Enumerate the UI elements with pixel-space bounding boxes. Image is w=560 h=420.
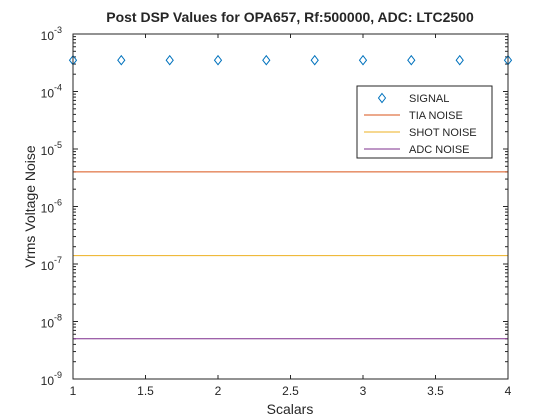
y-tick-label: 10 xyxy=(41,202,55,216)
y-tick-label: 10 xyxy=(41,144,55,158)
x-tick-label: 1 xyxy=(70,384,77,398)
x-tick-label: 2.5 xyxy=(282,384,299,398)
y-tick-label: 10 xyxy=(41,29,55,43)
y-tick-label: 10 xyxy=(41,87,55,101)
y-tick-label: 10 xyxy=(41,317,55,331)
x-tick-label: 3.5 xyxy=(427,384,444,398)
y-tick-label-exponent: -6 xyxy=(54,198,62,208)
y-tick-label-exponent: -9 xyxy=(54,370,62,380)
y-tick-label-exponent: -4 xyxy=(54,83,62,93)
y-axis-label: Vrms Voltage Noise xyxy=(22,145,38,268)
x-tick-label: 2 xyxy=(215,384,222,398)
legend-label-signal: SIGNAL xyxy=(409,93,449,105)
y-tick-label-exponent: -7 xyxy=(54,255,62,265)
legend-label-tia-noise: TIA NOISE xyxy=(409,110,463,122)
legend: SIGNAL TIA NOISE SHOT NOISE ADC NOISE xyxy=(357,86,492,158)
x-tick-label: 1.5 xyxy=(137,384,154,398)
y-tick-label: 10 xyxy=(41,374,55,388)
y-tick-label-exponent: -8 xyxy=(54,313,62,323)
y-tick-label-exponent: -3 xyxy=(54,25,62,35)
y-tick-label: 10 xyxy=(41,259,55,273)
x-axis-label: Scalars xyxy=(267,401,314,417)
y-tick-label-exponent: -5 xyxy=(54,140,62,150)
x-tick-label: 4 xyxy=(505,384,512,398)
chart-title: Post DSP Values for OPA657, Rf:500000, A… xyxy=(106,9,474,25)
legend-label-adc-noise: ADC NOISE xyxy=(409,144,470,156)
x-tick-label: 3 xyxy=(360,384,367,398)
legend-label-shot-noise: SHOT NOISE xyxy=(409,127,477,139)
